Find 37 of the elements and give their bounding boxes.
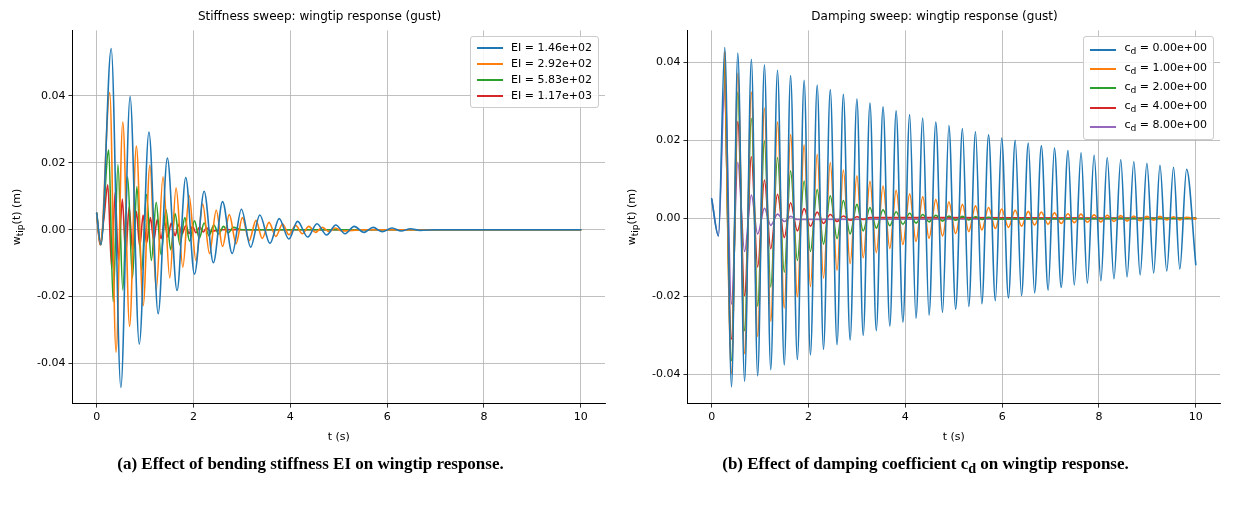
legend-label: EI = 1.46e+02 <box>511 40 592 57</box>
legend-label: EI = 1.17e+03 <box>511 88 592 105</box>
x-tick-label: 2 <box>189 410 197 424</box>
legend-label: c$_{d}$ = 8.00e+00 <box>1124 117 1207 136</box>
x-tick-label: 4 <box>901 410 909 424</box>
text: (a) Effect of bending stiffness EI on wingtip response. <box>116 454 505 474</box>
x-tick-label: 8 <box>480 410 488 424</box>
legend-label: c$_{d}$ = 0.00e+00 <box>1124 40 1207 59</box>
legend-label: EI = 5.83e+02 <box>511 72 592 89</box>
y-tick-label: -0.04 <box>36 356 66 370</box>
chart-title: Stiffness sweep: wingtip response (gust) <box>197 9 442 24</box>
legend-label: c$_{d}$ = 2.00e+00 <box>1124 78 1207 97</box>
y-tick-label: 0.04 <box>655 55 681 69</box>
y-tick-label: -0.02 <box>36 289 66 303</box>
legend-label: c$_{d}$ = 1.00e+00 <box>1124 59 1207 78</box>
y-tick-label: 0.00 <box>40 222 66 236</box>
x-tick-label: 2 <box>804 410 812 424</box>
x-tick-label: 6 <box>383 410 391 424</box>
legend-label: c$_{d}$ = 4.00e+00 <box>1124 97 1207 117</box>
x-axis-title: t (s) <box>942 430 965 444</box>
legend-label: EI = 2.92e+02 <box>511 56 592 73</box>
y-tick-label: 0.02 <box>40 155 66 169</box>
x-tick-label: 10 <box>1188 410 1203 424</box>
y-tick-label: 0.02 <box>655 133 681 147</box>
x-tick-label: 0 <box>93 410 101 424</box>
x-axis-title: t (s) <box>327 430 350 444</box>
chart-title: Damping sweep: wingtip response (gust) <box>811 9 1058 24</box>
y-tick-label: -0.04 <box>651 367 681 381</box>
y-tick-label: 0.00 <box>655 211 681 225</box>
x-tick-label: 10 <box>573 410 588 424</box>
text: (b) Effect of damping coefficient c$_{d}$ on wingtip response. <box>721 454 1130 478</box>
x-tick-label: 0 <box>708 410 716 424</box>
y-tick-label: 0.04 <box>40 88 66 102</box>
x-tick-label: 4 <box>286 410 294 424</box>
x-tick-label: 8 <box>1095 410 1103 424</box>
y-tick-label: -0.02 <box>651 289 681 303</box>
x-tick-label: 6 <box>998 410 1006 424</box>
